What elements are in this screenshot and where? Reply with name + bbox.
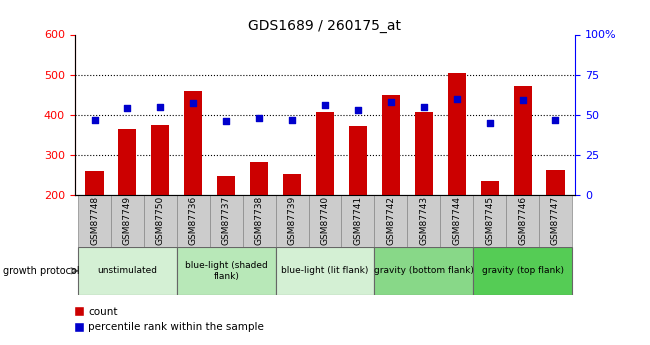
Bar bbox=[374, 195, 408, 247]
Text: GSM87741: GSM87741 bbox=[354, 196, 363, 245]
Bar bbox=[283, 174, 301, 195]
Point bbox=[320, 102, 330, 108]
Text: unstimulated: unstimulated bbox=[98, 266, 157, 275]
Text: GSM87737: GSM87737 bbox=[222, 196, 231, 245]
Point bbox=[155, 104, 166, 109]
Bar bbox=[217, 176, 235, 195]
Legend: count, percentile rank within the sample: count, percentile rank within the sample bbox=[70, 303, 268, 336]
Bar bbox=[184, 91, 202, 195]
Bar bbox=[111, 195, 144, 247]
Bar bbox=[480, 181, 499, 195]
Text: GSM87745: GSM87745 bbox=[485, 196, 494, 245]
Point bbox=[188, 101, 198, 106]
Bar bbox=[78, 195, 111, 247]
Text: GSM87748: GSM87748 bbox=[90, 196, 99, 245]
Bar bbox=[539, 195, 572, 247]
Text: GSM87749: GSM87749 bbox=[123, 196, 132, 245]
Bar bbox=[506, 195, 539, 247]
Bar bbox=[408, 195, 440, 247]
Point bbox=[419, 104, 429, 109]
Point bbox=[122, 106, 133, 111]
Bar bbox=[473, 195, 506, 247]
Bar bbox=[78, 247, 177, 295]
Bar bbox=[118, 129, 136, 195]
Point bbox=[484, 120, 495, 126]
Bar bbox=[210, 195, 242, 247]
Text: gravity (bottom flank): gravity (bottom flank) bbox=[374, 266, 474, 275]
Bar bbox=[382, 96, 400, 195]
Point bbox=[353, 107, 363, 113]
Text: GSM87747: GSM87747 bbox=[551, 196, 560, 245]
Text: growth protocol: growth protocol bbox=[3, 266, 80, 276]
Bar bbox=[547, 170, 565, 195]
Bar bbox=[374, 247, 473, 295]
Bar bbox=[514, 86, 532, 195]
Title: GDS1689 / 260175_at: GDS1689 / 260175_at bbox=[248, 19, 402, 33]
Bar bbox=[242, 195, 276, 247]
Point bbox=[221, 118, 231, 124]
Bar bbox=[276, 195, 309, 247]
Text: GSM87740: GSM87740 bbox=[320, 196, 330, 245]
Text: GSM87746: GSM87746 bbox=[518, 196, 527, 245]
Text: GSM87743: GSM87743 bbox=[419, 196, 428, 245]
Point bbox=[517, 98, 528, 103]
Bar bbox=[151, 125, 170, 195]
Point bbox=[385, 99, 396, 105]
Bar bbox=[309, 195, 341, 247]
Text: GSM87738: GSM87738 bbox=[255, 196, 264, 245]
Point bbox=[89, 117, 99, 122]
Bar bbox=[448, 72, 466, 195]
Point bbox=[254, 115, 265, 121]
Text: GSM87744: GSM87744 bbox=[452, 196, 462, 245]
Bar bbox=[177, 247, 276, 295]
Bar bbox=[415, 111, 433, 195]
Text: GSM87742: GSM87742 bbox=[386, 196, 395, 245]
Bar bbox=[177, 195, 210, 247]
Text: GSM87736: GSM87736 bbox=[188, 196, 198, 245]
Bar bbox=[341, 195, 374, 247]
Text: GSM87750: GSM87750 bbox=[156, 196, 165, 245]
Point bbox=[452, 96, 462, 101]
Bar bbox=[250, 162, 268, 195]
Text: blue-light (lit flank): blue-light (lit flank) bbox=[281, 266, 369, 275]
Bar bbox=[276, 247, 374, 295]
Text: blue-light (shaded
flank): blue-light (shaded flank) bbox=[185, 261, 268, 280]
Bar bbox=[440, 195, 473, 247]
Bar bbox=[316, 111, 334, 195]
Bar bbox=[85, 171, 103, 195]
Bar bbox=[144, 195, 177, 247]
Bar bbox=[473, 247, 572, 295]
Text: gravity (top flank): gravity (top flank) bbox=[482, 266, 564, 275]
Point bbox=[551, 117, 561, 122]
Text: GSM87739: GSM87739 bbox=[287, 196, 296, 245]
Bar bbox=[349, 126, 367, 195]
Point bbox=[287, 117, 297, 122]
